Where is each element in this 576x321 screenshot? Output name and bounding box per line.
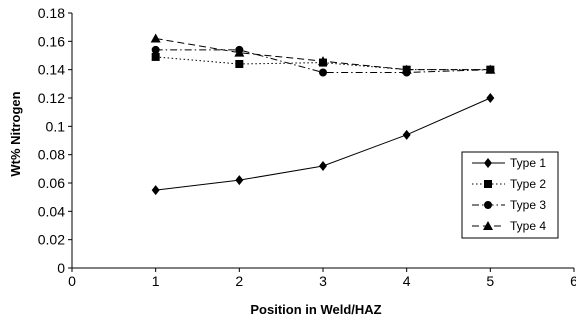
y-tick-label: 0.08 bbox=[38, 147, 65, 163]
data-point bbox=[150, 33, 161, 43]
series-line bbox=[155, 97, 491, 191]
y-tick-label: 0.14 bbox=[38, 62, 65, 78]
data-point bbox=[151, 52, 160, 61]
data-point bbox=[151, 45, 160, 54]
data-point bbox=[319, 68, 327, 77]
y-tick-label: 0.16 bbox=[38, 33, 65, 49]
legend: Type 1 Type 2 Type 3 Type 4 bbox=[461, 151, 559, 239]
data-point bbox=[401, 64, 412, 74]
series-layer bbox=[150, 33, 496, 196]
data-point bbox=[235, 60, 244, 68]
legend-marker bbox=[483, 221, 493, 230]
x-tick-label: 5 bbox=[486, 273, 494, 289]
legend-label: Type 4 bbox=[510, 219, 546, 233]
x-tick-label: 1 bbox=[152, 273, 160, 289]
data-point bbox=[235, 175, 244, 186]
series-4 bbox=[150, 33, 496, 74]
y-tick-label: 0.06 bbox=[38, 175, 65, 191]
y-tick-label: 0.02 bbox=[38, 232, 65, 248]
x-tick-label: 3 bbox=[319, 273, 327, 289]
y-tick-label: 0 bbox=[57, 260, 65, 276]
x-tick-label: 0 bbox=[68, 273, 76, 289]
data-point bbox=[319, 161, 327, 171]
legend-marker bbox=[484, 201, 492, 209]
x-axis-title: Position in Weld/HAZ bbox=[250, 302, 381, 317]
y-axis-title: Wt% Nitrogen bbox=[8, 91, 23, 176]
y-tick-label: 0.12 bbox=[38, 90, 65, 106]
data-point bbox=[234, 47, 245, 57]
x-tick-labels: 0 1 2 3 4 5 6 bbox=[68, 273, 576, 289]
legend-box bbox=[461, 151, 559, 239]
legend-label: Type 2 bbox=[510, 177, 546, 191]
x-tick-label: 6 bbox=[570, 273, 576, 289]
axes bbox=[68, 12, 575, 272]
legend-label: Type 3 bbox=[510, 198, 546, 212]
data-point bbox=[318, 56, 328, 66]
x-tick-label: 2 bbox=[235, 273, 243, 289]
y-tick-label: 0.04 bbox=[38, 203, 65, 219]
data-point bbox=[485, 64, 496, 74]
data-point bbox=[402, 129, 411, 140]
y-tick-label: 0.18 bbox=[38, 5, 65, 21]
y-tick-labels: 0 0.02 0.04 0.06 0.08 0.1 0.12 0.14 0.16 0.18 bbox=[38, 5, 65, 276]
data-point bbox=[151, 185, 160, 196]
legend-marker bbox=[484, 180, 492, 188]
y-tick-label: 0.1 bbox=[46, 118, 66, 134]
legend-label: Type 1 bbox=[510, 156, 546, 170]
series-1 bbox=[151, 93, 495, 196]
x-tick-label: 4 bbox=[403, 273, 411, 289]
data-point bbox=[486, 93, 495, 103]
legend-marker bbox=[484, 158, 492, 168]
